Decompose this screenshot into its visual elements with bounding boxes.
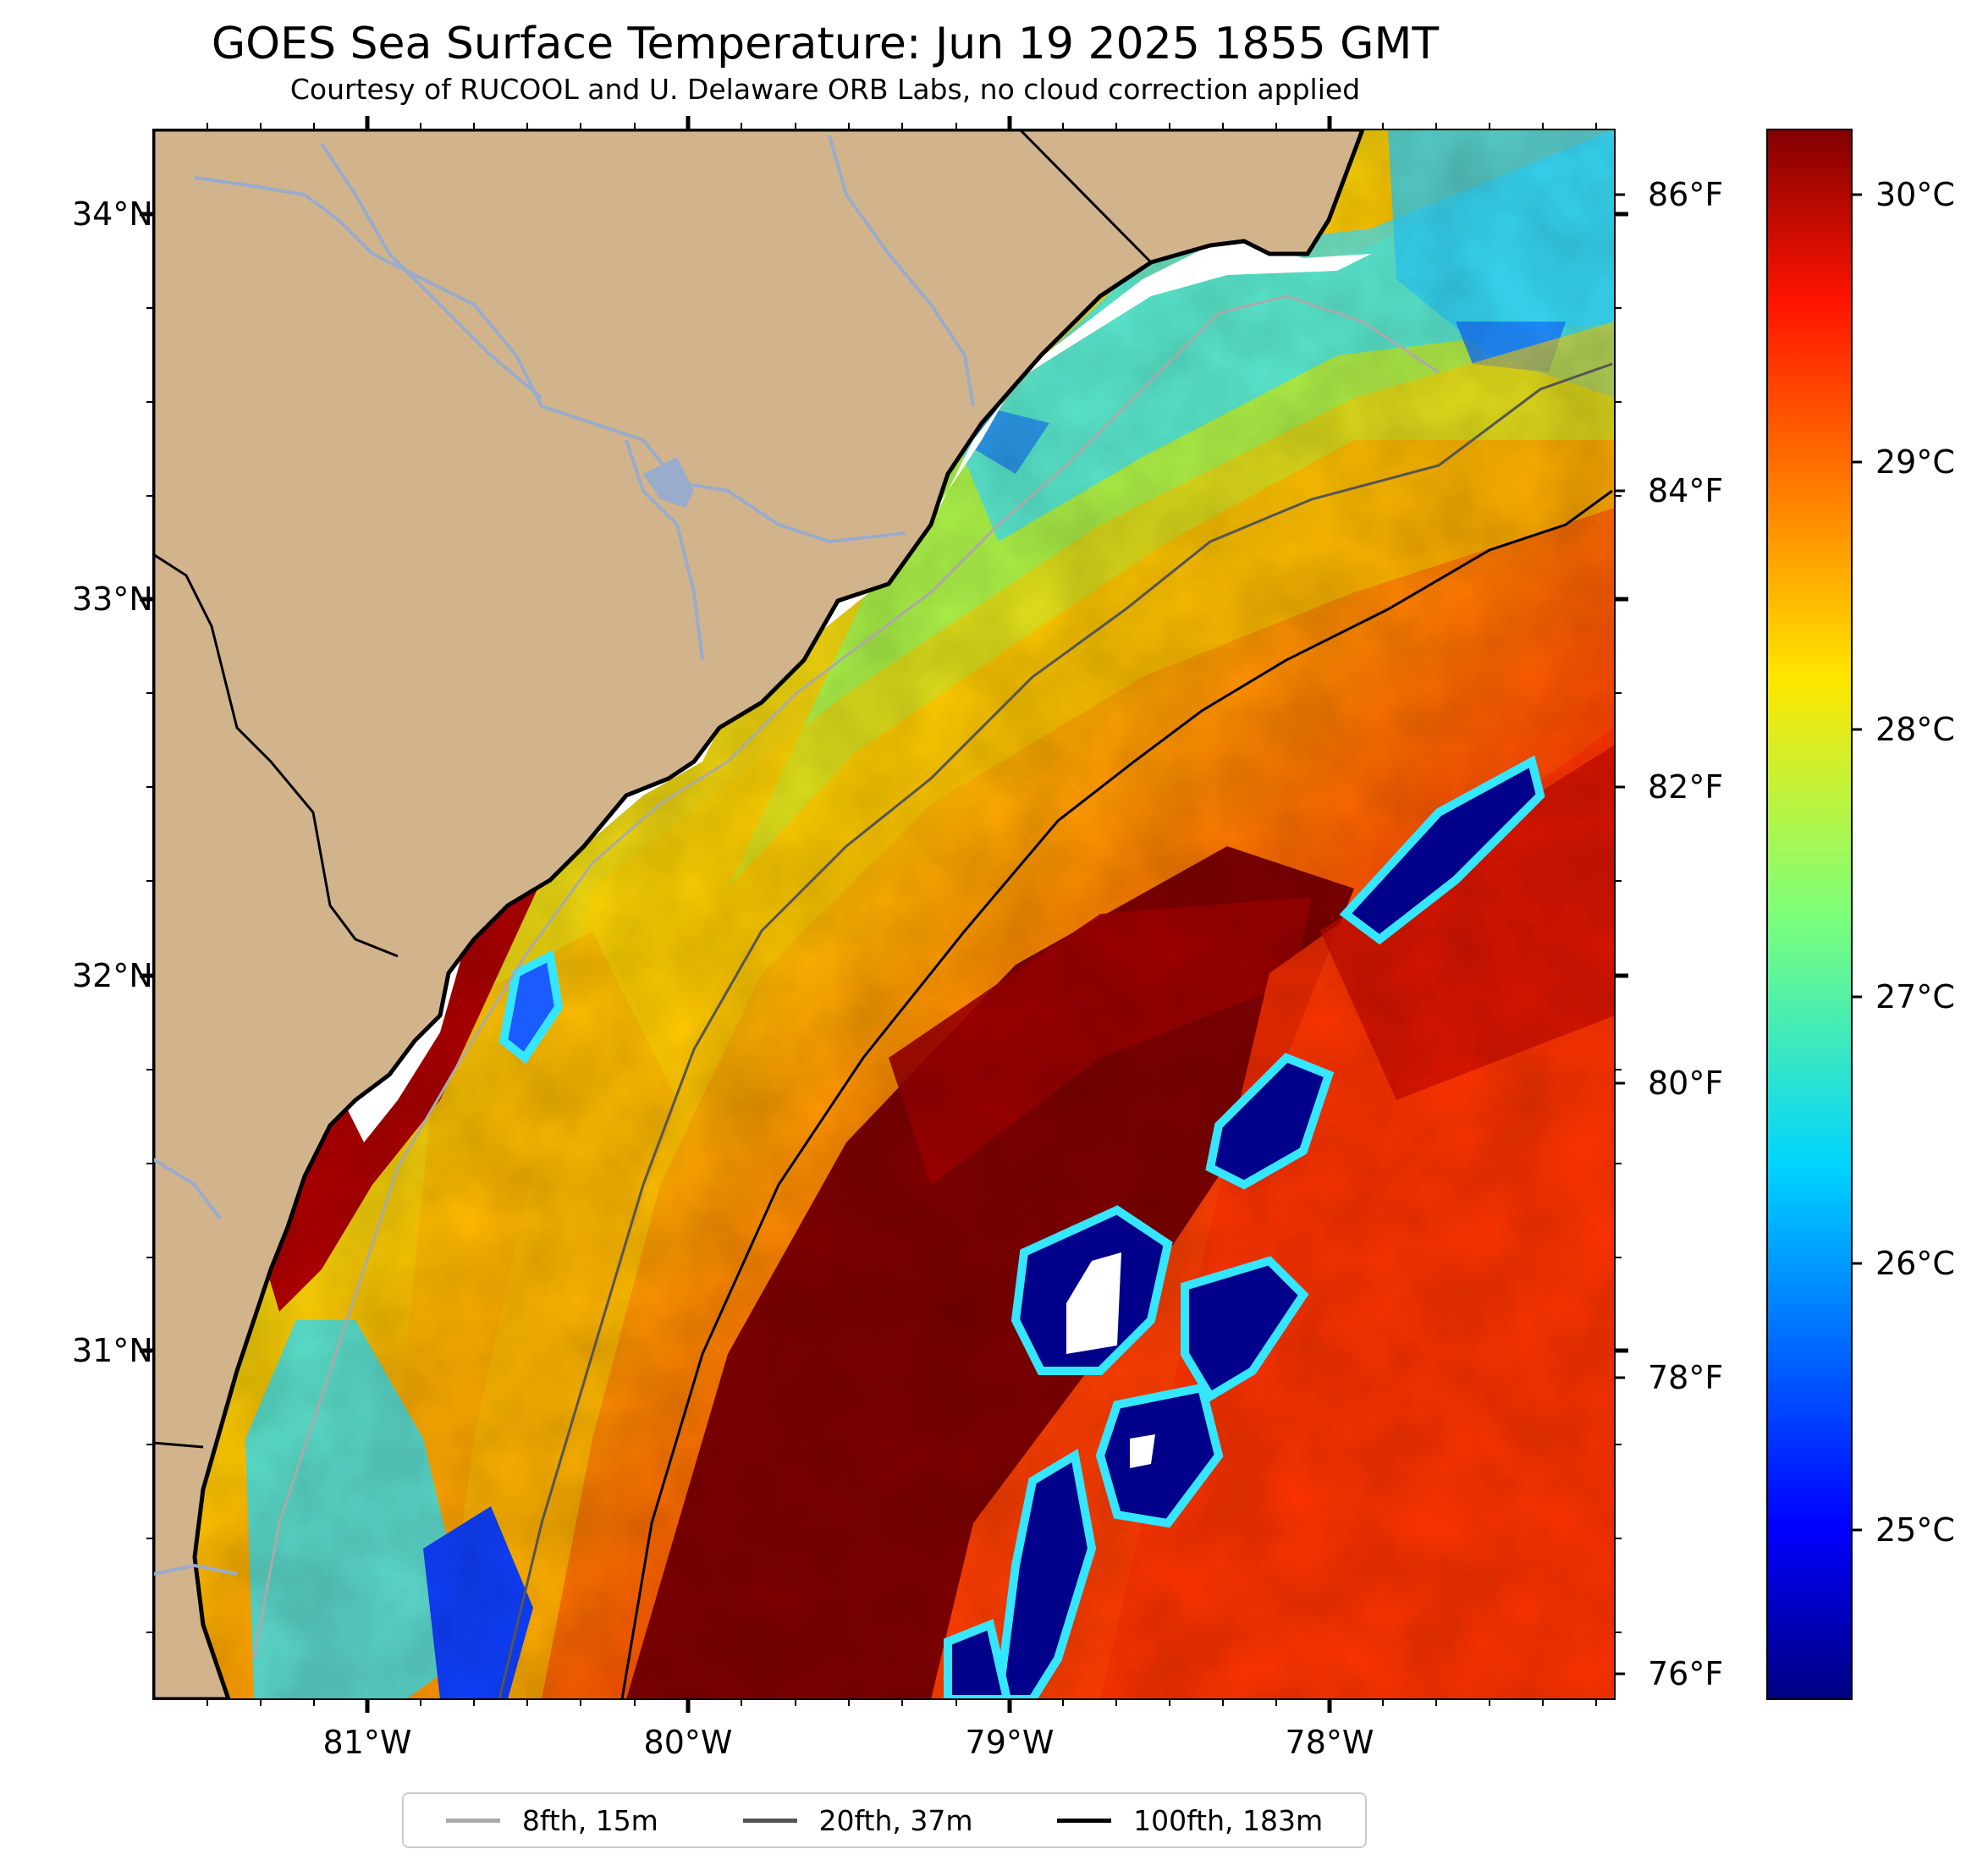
f-label-80: 80°F — [1648, 1065, 1723, 1102]
lat-label-34: 34°N — [72, 195, 153, 233]
f-label-76: 76°F — [1648, 1655, 1723, 1692]
lake — [643, 457, 694, 508]
cloud-gap-2 — [1130, 1434, 1155, 1468]
map-title: GOES Sea Surface Temperature: Jun 19 202… — [211, 19, 1440, 69]
map-subtitle: Courtesy of RUCOOL and U. Delaware ORB L… — [289, 73, 1361, 106]
rivers — [153, 135, 975, 1576]
axis-labels: 34°N 33°N 32°N 31°N 81°W 80°W 79°W 78°W … — [72, 176, 1723, 1761]
cold-patch-7 — [498, 949, 564, 1065]
state-borders — [153, 129, 1153, 1449]
cb-label-27: 27°C — [1875, 978, 1955, 1015]
cold-patch-3 — [1181, 1256, 1309, 1402]
river-6 — [153, 1563, 238, 1576]
river-5 — [153, 1158, 222, 1220]
cold-patch-6 — [944, 1619, 1012, 1699]
cb-label-26: 26°C — [1875, 1245, 1955, 1282]
legend-label-8fth: 8fth, 15m — [521, 1803, 658, 1837]
isobath-8fth — [252, 294, 1440, 1659]
lon-ticks — [365, 116, 1332, 1713]
lon-label-79: 79°W — [966, 1724, 1055, 1761]
river-3 — [625, 439, 704, 661]
legend-item-8fth: 8fth, 15m — [445, 1803, 658, 1837]
cold-features — [498, 755, 1545, 1699]
f-label-82: 82°F — [1648, 768, 1723, 806]
lat-label-33: 33°N — [72, 581, 153, 618]
isobath-20fth — [498, 362, 1613, 1699]
cb-label-29: 29°C — [1875, 443, 1955, 481]
lon-label-81: 81°W — [323, 1724, 412, 1761]
lon-label-78: 78°W — [1286, 1724, 1374, 1761]
land-mass — [153, 129, 1365, 1699]
river-4 — [828, 135, 975, 407]
cold-patch-5 — [994, 1448, 1097, 1699]
border-ga-fl — [153, 1441, 204, 1449]
border-nc-sc — [1018, 129, 1153, 264]
legend-label-20fth: 20fth, 37m — [818, 1803, 973, 1837]
river-2 — [320, 142, 543, 399]
legend-swatch-20fth — [742, 1818, 797, 1823]
cold-patch-1 — [1205, 1053, 1335, 1190]
f-label-86: 86°F — [1648, 176, 1723, 213]
legend-swatch-8fth — [445, 1818, 500, 1823]
f-label-84: 84°F — [1648, 472, 1723, 509]
colorbar-ticks — [1852, 193, 1862, 1532]
cb-label-25: 25°C — [1875, 1511, 1955, 1549]
lat-label-32: 32°N — [72, 957, 153, 994]
border-sc-ga — [153, 553, 399, 958]
cold-patch-4 — [1095, 1383, 1224, 1528]
cold-streak-1 — [1339, 755, 1545, 945]
fahrenheit-ticks — [1615, 193, 1625, 1676]
lon-label-80: 80°W — [644, 1724, 733, 1761]
lat-ticks — [140, 212, 1628, 1353]
isobath-legend: 8fth, 15m 20fth, 37m 100fth, 183m — [402, 1792, 1367, 1848]
map-frame — [152, 129, 1616, 1700]
map-area — [153, 129, 1615, 1699]
isobath-100fth — [620, 489, 1613, 1699]
colorbar — [1766, 129, 1853, 1700]
lat-label-31: 31°N — [72, 1332, 153, 1369]
f-label-78: 78°F — [1648, 1359, 1723, 1396]
cloud-gap-1 — [1066, 1252, 1121, 1354]
river-1 — [194, 176, 906, 544]
legend-item-20fth: 20fth, 37m — [742, 1803, 973, 1837]
isobaths — [252, 294, 1613, 1699]
legend-swatch-100fth — [1057, 1818, 1112, 1823]
colorbar-labels: 30°C 29°C 28°C 27°C 26°C 25°C — [1875, 176, 1955, 1549]
cb-label-30: 30°C — [1875, 176, 1955, 213]
cb-label-28: 28°C — [1875, 711, 1955, 748]
legend-item-100fth: 100fth, 183m — [1057, 1804, 1323, 1837]
legend-label-100fth: 100fth, 183m — [1133, 1803, 1324, 1837]
minor-ticks — [146, 123, 1622, 1706]
